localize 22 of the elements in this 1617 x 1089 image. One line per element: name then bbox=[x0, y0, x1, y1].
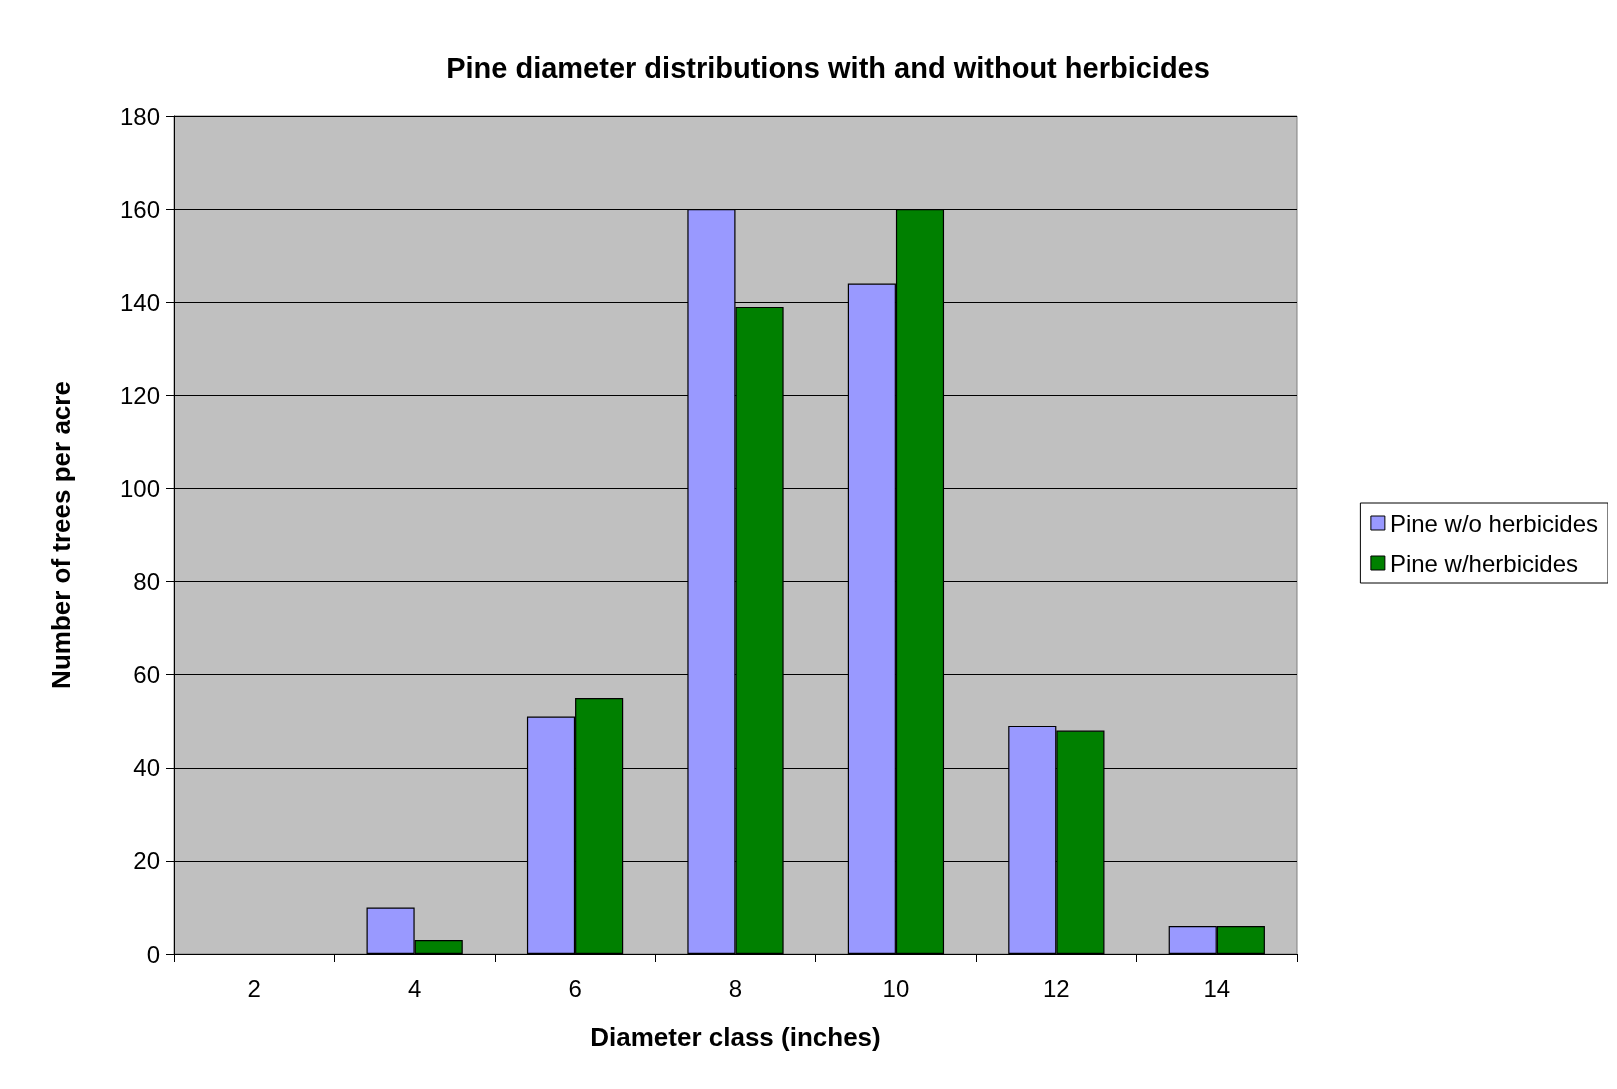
x-tick-label: 14 bbox=[1203, 974, 1231, 1002]
y-tick-label: 40 bbox=[133, 754, 160, 782]
x-tick-label: 6 bbox=[568, 974, 582, 1002]
legend-label: Pine w/herbicides bbox=[1389, 549, 1578, 577]
x-tick-label: 12 bbox=[1043, 974, 1070, 1002]
chart-title: Pine diameter distributions with and without herbicides bbox=[446, 51, 1210, 84]
x-tick-label: 10 bbox=[882, 974, 910, 1002]
y-tick-label: 0 bbox=[146, 940, 160, 968]
y-tick-label: 80 bbox=[133, 568, 160, 596]
x-axis-title: Diameter class (inches) bbox=[590, 1022, 881, 1052]
x-tick-label: 4 bbox=[407, 974, 422, 1002]
y-tick-label: 160 bbox=[119, 195, 160, 223]
legend-label: Pine w/o herbicides bbox=[1389, 509, 1599, 537]
x-tick-label: 2 bbox=[247, 974, 261, 1002]
y-tick-label: 60 bbox=[133, 661, 160, 689]
y-tick-label: 20 bbox=[133, 847, 160, 875]
y-tick-label: 140 bbox=[119, 288, 160, 316]
y-tick-label: 180 bbox=[119, 102, 160, 130]
y-axis-title: Number of trees per acre bbox=[46, 381, 76, 689]
x-tick-label: 8 bbox=[728, 974, 743, 1002]
y-tick-label: 120 bbox=[119, 381, 160, 409]
y-tick-label: 100 bbox=[119, 474, 160, 502]
